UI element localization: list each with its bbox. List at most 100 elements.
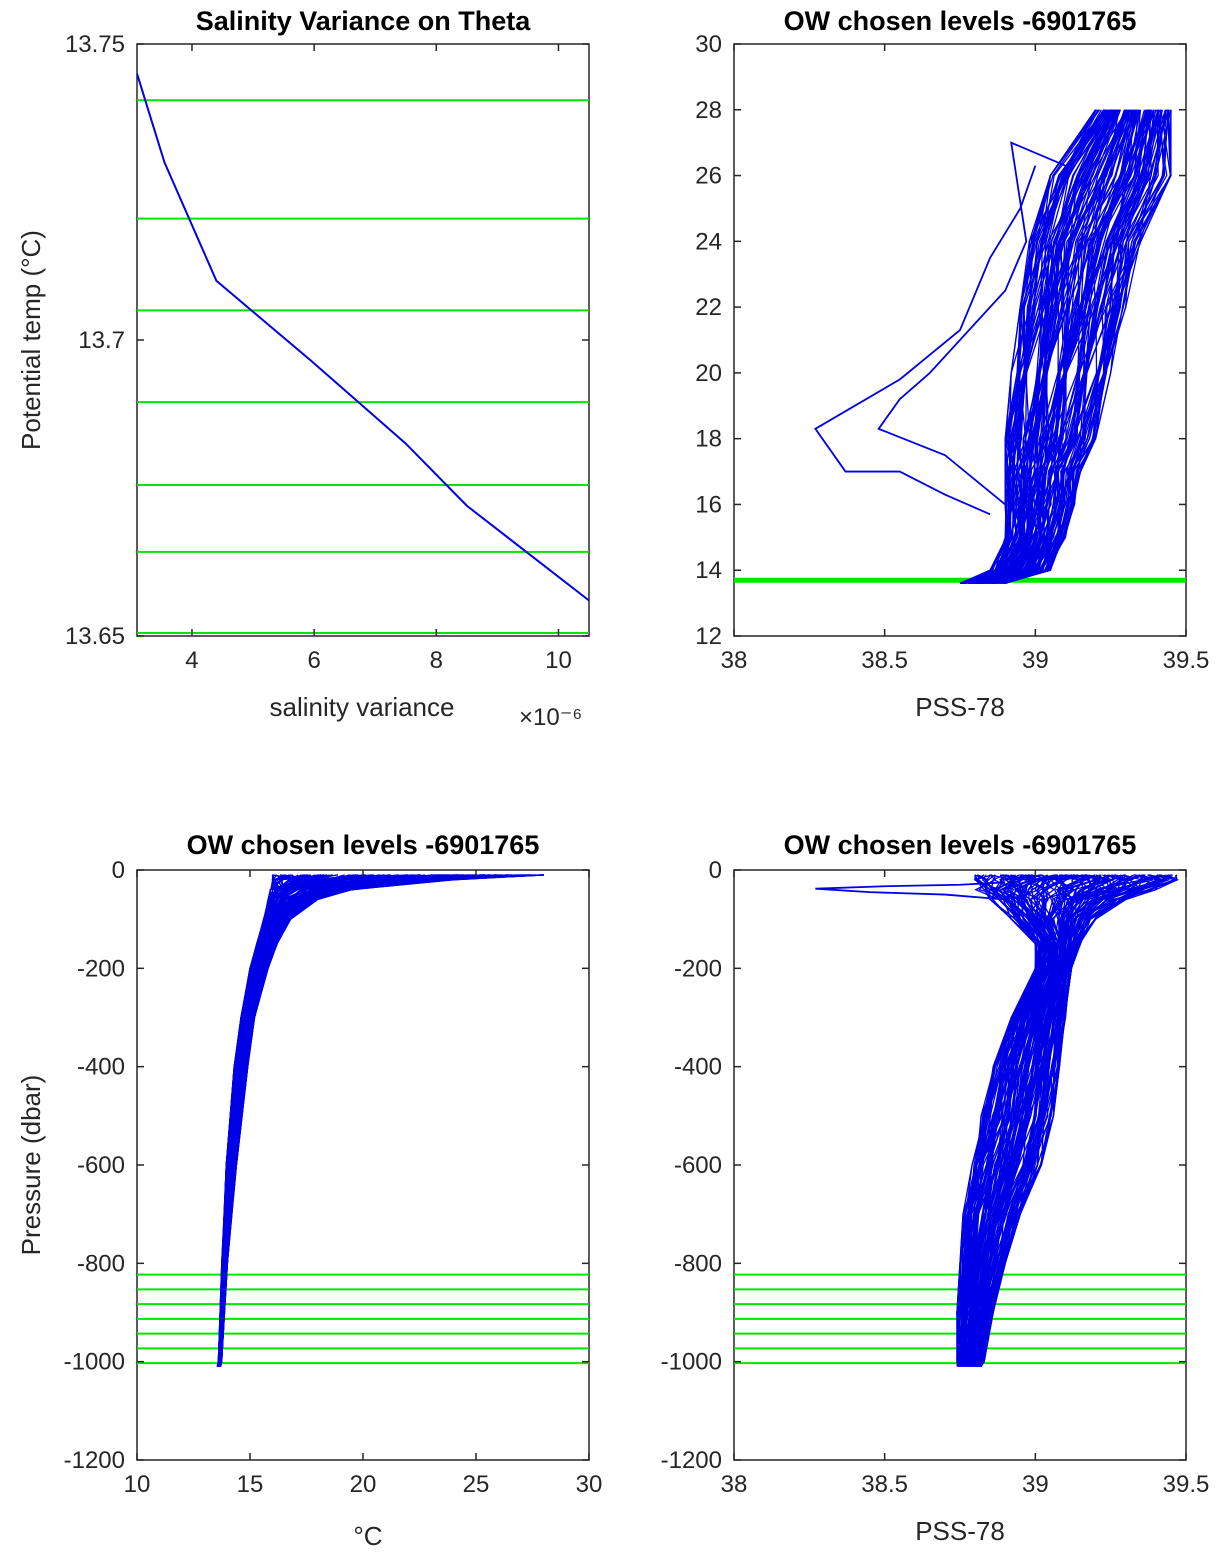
x-tick-label: 38.5 [861, 647, 908, 674]
plot-frame [136, 869, 590, 1461]
profile-line [963, 109, 1099, 584]
x-tick-label: 38.5 [861, 1471, 908, 1498]
profile-line [973, 874, 1107, 1367]
profile-line [960, 874, 1048, 1367]
profile-line [963, 874, 1053, 1367]
y-axis-label: Pressure (dbar) [16, 1075, 46, 1256]
profile-line [982, 109, 1129, 584]
y-tick-label: -1000 [64, 1349, 125, 1376]
plot-area [734, 109, 1186, 585]
profile-line [960, 109, 1107, 584]
profile-line [975, 874, 1123, 1367]
profile-line [956, 874, 1042, 1367]
y-tick-label: 22 [695, 294, 722, 321]
x-axis-label: PSS-78 [915, 692, 1005, 722]
profile-line [974, 874, 1123, 1367]
profile-line [985, 109, 1140, 584]
y-tick-label: -200 [674, 955, 722, 982]
y-ticks: 12 14 16 18 20 22 24 26 28 30 [695, 31, 1186, 650]
profile-line [967, 874, 1075, 1367]
x-tick-label: 4 [185, 647, 198, 674]
chart-title: OW chosen levels -6901765 [187, 830, 540, 860]
y-tick-label: -400 [674, 1054, 722, 1081]
chart-title: OW chosen levels -6901765 [784, 6, 1137, 36]
profile-line [997, 109, 1159, 584]
profile-line [996, 109, 1150, 584]
y-ticks: 13.65 13.7 13.75 [65, 31, 589, 650]
x-tick-label: 25 [463, 1471, 490, 1498]
profile-line [815, 881, 1006, 901]
x-tick-label: 6 [307, 647, 320, 674]
profile-line [1003, 109, 1166, 585]
profile-line [965, 109, 1110, 584]
profile-line [1002, 109, 1172, 585]
profile-line [973, 874, 1127, 1368]
profile-line [959, 109, 1097, 584]
profile-line [962, 874, 1056, 1367]
panel-pressure-salinity: OW chosen levels -6901765 38 38.5 39 39.5 -… [661, 830, 1210, 1546]
profile-line [980, 109, 1137, 584]
y-tick-label: 13.65 [65, 623, 125, 650]
y-tick-label: -1200 [661, 1447, 722, 1474]
y-tick-label: 0 [709, 857, 722, 884]
chart-title: Salinity Variance on Theta [196, 6, 532, 36]
profile-line [216, 874, 305, 1367]
profile-line [980, 874, 1170, 1367]
x-ticks: 4 6 8 10 [185, 44, 572, 674]
x-tick-label: 30 [576, 1471, 603, 1498]
x-axis-label: °C [353, 1521, 382, 1551]
y-tick-label: -1000 [661, 1349, 722, 1376]
x-tick-label: 15 [237, 1471, 264, 1498]
profile-line [877, 141, 1066, 506]
profile-line [969, 874, 1100, 1367]
profile-line [971, 109, 1113, 584]
profile-line [991, 109, 1148, 584]
plot-area [137, 874, 589, 1367]
y-tick-label: 18 [695, 426, 722, 453]
y-tick-label: -600 [674, 1152, 722, 1179]
y-ticks: -1200 -1000 -800 -600 -400 -200 0 [661, 857, 1186, 1474]
y-tick-label: 14 [695, 557, 722, 584]
profile-line [980, 874, 1179, 1367]
y-tick-label: 12 [695, 623, 722, 650]
profile-line [961, 874, 1049, 1367]
x-axis-label: PSS-78 [915, 1516, 1005, 1546]
x-tick-label: 20 [350, 1471, 377, 1498]
y-tick-label: 16 [695, 491, 722, 518]
y-tick-label: 24 [695, 228, 722, 255]
chart-title: OW chosen levels -6901765 [784, 830, 1137, 860]
y-tick-label: -200 [77, 955, 125, 982]
profile-line [995, 109, 1162, 585]
x-tick-label: 39.5 [1163, 1471, 1210, 1498]
y-tick-label: 30 [695, 31, 722, 58]
panel-salinity-variance: Salinity Variance on Theta 4 6 8 10 13.6513… [16, 6, 590, 731]
x-tick-label: 38 [721, 647, 748, 674]
x-tick-label: 39.5 [1163, 647, 1210, 674]
x-tick-label: 39 [1022, 647, 1049, 674]
y-tick-label: 28 [695, 97, 722, 124]
profile-line [981, 109, 1134, 585]
plot-frame [733, 869, 1187, 1461]
profile-line [956, 874, 1037, 1367]
x-tick-label: 39 [1022, 1471, 1049, 1498]
y-tick-label: -600 [77, 1152, 125, 1179]
y-tick-label: 26 [695, 163, 722, 190]
plot-area [137, 73, 589, 635]
profile-line [219, 874, 482, 1367]
x-tick-label: 10 [124, 1471, 151, 1498]
x-tick-label: 8 [430, 647, 443, 674]
profile-line [956, 874, 1041, 1367]
profile-line [814, 165, 1037, 516]
profile-line [972, 109, 1128, 584]
y-ticks: -1200 -1000 -800 -600 -400 -200 0 [64, 857, 589, 1474]
y-tick-label: -400 [77, 1054, 125, 1081]
y-tick-label: -800 [674, 1250, 722, 1277]
x-axis-exponent: ×10⁻⁶ [519, 704, 582, 731]
profile-line [992, 109, 1151, 584]
profile-line [975, 874, 1152, 1367]
panel-theta-salinity: OW chosen levels -6901765 38 38.5 39 39.5 1… [695, 6, 1209, 722]
y-tick-label: 13.7 [78, 327, 125, 354]
y-tick-label: 13.75 [65, 31, 125, 58]
x-ticks: 10 15 20 25 30 [124, 870, 603, 1498]
